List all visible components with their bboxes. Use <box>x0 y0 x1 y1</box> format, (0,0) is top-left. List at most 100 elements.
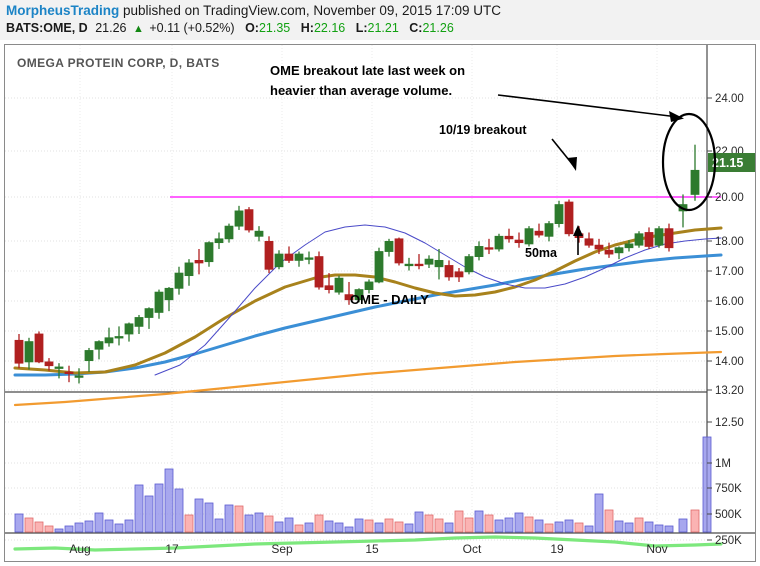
volume-bar[interactable] <box>114 523 124 533</box>
volume-bar[interactable] <box>84 520 94 533</box>
candlestick[interactable] <box>84 347 94 373</box>
candlestick[interactable] <box>624 240 634 252</box>
candlestick[interactable] <box>154 289 164 319</box>
candlestick[interactable] <box>464 254 474 275</box>
volume-bar[interactable] <box>194 498 204 533</box>
candlestick[interactable] <box>94 340 104 360</box>
volume-bar[interactable] <box>334 522 344 533</box>
volume-bar[interactable] <box>544 523 554 533</box>
volume-bar[interactable] <box>184 514 194 533</box>
volume-bar[interactable] <box>444 522 454 533</box>
price-volume-chart[interactable]: 24.0022.0020.0018.0017.0016.0015.0014.00… <box>5 45 755 561</box>
candlestick[interactable] <box>194 248 204 275</box>
volume-bar[interactable] <box>324 520 334 533</box>
volume-bar[interactable] <box>254 512 264 533</box>
volume-bar[interactable] <box>14 513 24 533</box>
candlestick[interactable] <box>444 260 454 281</box>
volume-bar[interactable] <box>234 505 244 533</box>
volume-bar[interactable] <box>594 493 604 533</box>
volume-bar[interactable] <box>702 436 712 533</box>
candlestick[interactable] <box>104 327 114 347</box>
candlestick[interactable] <box>484 238 494 255</box>
volume-bar[interactable] <box>414 511 424 533</box>
volume-series[interactable] <box>14 436 712 533</box>
candlestick[interactable] <box>164 287 174 312</box>
volume-bar[interactable] <box>604 509 614 533</box>
volume-bar[interactable] <box>384 518 394 533</box>
volume-bar[interactable] <box>104 519 114 533</box>
volume-bar[interactable] <box>474 510 484 533</box>
volume-bar[interactable] <box>424 514 434 533</box>
candlestick[interactable] <box>364 279 374 294</box>
volume-bar[interactable] <box>94 512 104 533</box>
candlestick[interactable] <box>514 232 524 248</box>
candlestick[interactable] <box>544 221 554 242</box>
candlestick[interactable] <box>144 307 154 329</box>
candlestick[interactable] <box>634 231 644 248</box>
volume-bar[interactable] <box>394 521 404 533</box>
candlestick[interactable] <box>614 246 624 260</box>
candlestick[interactable] <box>534 223 544 238</box>
candlestick[interactable] <box>34 331 44 364</box>
candlestick[interactable] <box>184 259 194 286</box>
candlestick[interactable] <box>324 273 334 294</box>
volume-bar[interactable] <box>214 518 224 533</box>
volume-bar[interactable] <box>664 525 674 533</box>
volume-bar[interactable] <box>24 517 34 533</box>
candlestick[interactable] <box>224 223 234 243</box>
volume-bar[interactable] <box>34 521 44 533</box>
candlestick[interactable] <box>524 226 534 247</box>
candlestick[interactable] <box>584 232 594 248</box>
volume-bar[interactable] <box>294 524 304 533</box>
candlestick[interactable] <box>134 314 144 334</box>
volume-bar[interactable] <box>134 484 144 533</box>
candlestick[interactable] <box>44 358 54 371</box>
volume-bar[interactable] <box>344 526 354 533</box>
volume-bar[interactable] <box>64 525 74 533</box>
volume-bar[interactable] <box>224 504 234 533</box>
candlestick[interactable] <box>394 237 404 266</box>
volume-bar[interactable] <box>534 519 544 533</box>
volume-bar[interactable] <box>454 510 464 533</box>
candlestick[interactable] <box>354 288 364 303</box>
candlestick[interactable] <box>24 337 34 370</box>
chart-canvas[interactable]: 24.00 22.00 20.00 18.00 17.00 16.00 15.00 14.00… <box>5 45 755 561</box>
volume-bar[interactable] <box>614 520 624 533</box>
candlestick[interactable] <box>254 226 264 242</box>
candlestick[interactable] <box>494 233 504 252</box>
volume-bar[interactable] <box>564 519 574 533</box>
volume-bar[interactable] <box>524 516 534 533</box>
volume-bar[interactable] <box>204 502 214 533</box>
candlestick[interactable] <box>454 268 464 282</box>
volume-bar[interactable] <box>584 525 594 533</box>
volume-bar[interactable] <box>554 521 564 533</box>
candlestick[interactable] <box>274 250 284 270</box>
volume-bar[interactable] <box>654 524 664 533</box>
volume-bar[interactable] <box>144 495 154 533</box>
candlestick[interactable] <box>374 247 384 284</box>
candlestick[interactable] <box>214 232 224 249</box>
volume-bar[interactable] <box>504 517 514 533</box>
volume-bar[interactable] <box>464 517 474 533</box>
candlestick[interactable] <box>234 205 244 230</box>
volume-bar[interactable] <box>284 517 294 533</box>
candlestick[interactable] <box>404 257 414 271</box>
volume-bar[interactable] <box>374 522 384 533</box>
candlestick[interactable] <box>294 251 304 267</box>
candlestick[interactable] <box>424 255 434 269</box>
volume-bar[interactable] <box>678 518 688 533</box>
candlestick[interactable] <box>264 236 274 274</box>
candlestick[interactable] <box>594 238 604 255</box>
volume-bar[interactable] <box>154 483 164 533</box>
volume-bar[interactable] <box>274 521 284 533</box>
volume-bar[interactable] <box>354 518 364 533</box>
candlestick[interactable] <box>414 254 424 270</box>
candlestick[interactable] <box>314 251 324 290</box>
volume-bar[interactable] <box>434 518 444 533</box>
volume-bar[interactable] <box>484 514 494 533</box>
volume-bar[interactable] <box>690 509 700 533</box>
volume-bar[interactable] <box>54 528 64 533</box>
candlestick[interactable] <box>554 200 564 228</box>
volume-bar[interactable] <box>574 522 584 533</box>
candlestick[interactable] <box>204 241 214 267</box>
